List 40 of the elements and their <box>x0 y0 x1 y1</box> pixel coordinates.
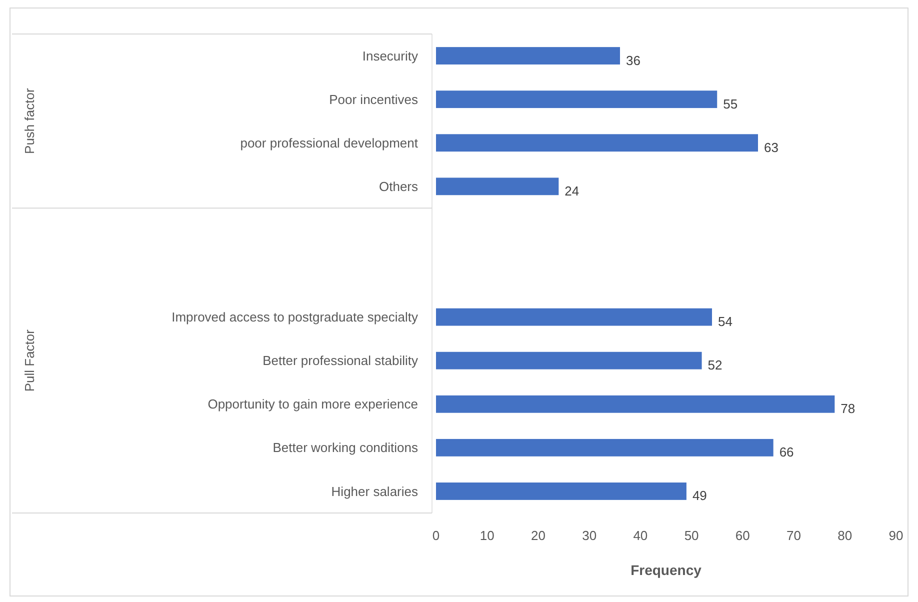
x-tick-label: 0 <box>432 528 440 543</box>
bar <box>436 90 718 108</box>
x-tick-label: 20 <box>530 528 546 543</box>
bar <box>436 395 835 413</box>
x-tick-label: 60 <box>735 528 750 543</box>
bar <box>436 178 559 196</box>
x-axis-title: Frequency <box>630 562 702 578</box>
x-tick-label: 80 <box>838 528 852 543</box>
bar <box>436 352 702 370</box>
data-label: 52 <box>708 358 722 373</box>
y-tick-label: poor professional development <box>240 135 418 150</box>
x-tick-label: 40 <box>633 528 648 543</box>
text: Push factor <box>22 88 37 154</box>
data-label: 55 <box>723 96 738 112</box>
y-tick-label: Insecurity <box>362 48 418 64</box>
data-label: 66 <box>779 444 794 460</box>
data-label: 54 <box>718 314 732 330</box>
x-tick-label: 90 <box>888 528 904 543</box>
bar <box>436 134 758 152</box>
y-tick-label: Opportunity to gain more experience <box>208 396 418 412</box>
text: Pull Factor <box>22 328 37 392</box>
data-label: 63 <box>764 140 778 155</box>
y-tick-label: Others <box>378 178 418 194</box>
x-tick-label: 10 <box>480 528 494 543</box>
x-tick-label: 30 <box>582 528 597 543</box>
data-label: 24 <box>564 183 580 198</box>
bar <box>436 47 620 64</box>
y-tick-label: Higher salaries <box>331 484 418 499</box>
y-tick-label: Better professional stability <box>262 353 418 368</box>
y-tick-label: Poor incentives <box>329 92 418 107</box>
bar <box>436 308 712 326</box>
data-label: 36 <box>626 52 640 68</box>
data-label: 49 <box>692 488 707 504</box>
bar <box>436 482 686 500</box>
x-tick-label: 50 <box>684 528 699 543</box>
x-tick-label: 70 <box>786 528 802 543</box>
data-label: 78 <box>840 401 856 416</box>
y-tick-label: Better working conditions <box>272 440 418 456</box>
bar <box>436 438 774 456</box>
y-tick-label: Improved access to postgraduate specialty <box>172 310 418 325</box>
